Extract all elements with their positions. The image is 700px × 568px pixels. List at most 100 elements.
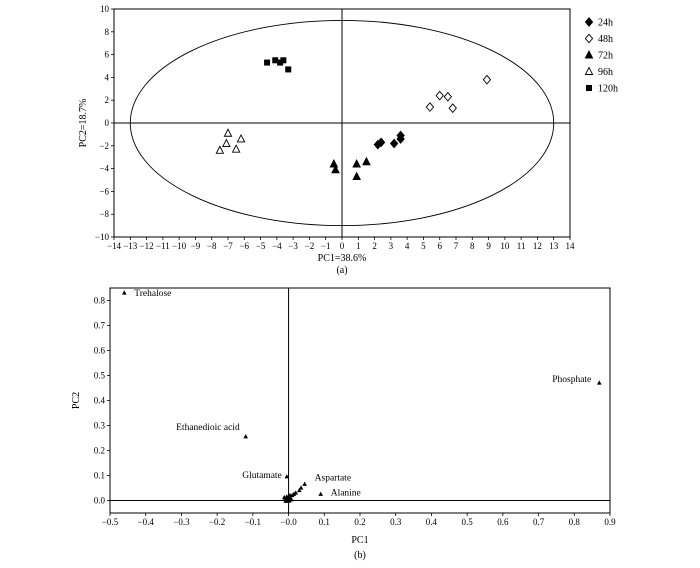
chart-b-point-aspartate: [302, 481, 307, 486]
chart-a-xtick-label: −4: [272, 241, 282, 251]
chart-b-xtick-label: 0.1: [319, 517, 330, 527]
chart-b-xtick-label: 0.2: [354, 517, 365, 527]
legend-marker-48h: [584, 33, 594, 44]
chart-b-cluster-point: [296, 487, 302, 493]
chart-a-point-120h: [280, 57, 287, 64]
chart-a-ytick-label: 4: [105, 72, 110, 82]
chart-a-xtick-label: 2: [372, 241, 377, 251]
chart-b-point-label: Ethanedioic acid: [176, 423, 240, 433]
chart-b-xtick-label: −0.0: [280, 517, 297, 527]
chart-b-point-label: Aspartate: [315, 473, 351, 483]
chart-a-point-24h: [376, 137, 386, 148]
chart-a-xtick-label: −5: [256, 241, 266, 251]
chart-a-xtick-label: −10: [172, 241, 187, 251]
legend-marker-24h: [584, 17, 594, 27]
chart-a-xtick-label: 10: [500, 241, 510, 251]
legend-marker-72h: [584, 50, 594, 59]
chart-b-xtick-label: 0.3: [390, 517, 402, 527]
chart-a-point-48h: [443, 91, 453, 102]
chart-b-cluster-point: [287, 492, 293, 498]
chart-b-ytick-label: 0.0: [94, 496, 106, 506]
chart-b-cluster-point: [289, 497, 294, 502]
chart-a-xtick-label: −7: [223, 241, 233, 251]
chart-a-pca-scores: −14 −13 −12 −11 −10 −9 −8 −7 −6 −5 −4 −3 −2 −1 0 1 2 3 4 5 6…: [78, 4, 575, 276]
chart-b-xtick-label: 0.7: [533, 517, 545, 527]
chart-a-xtick-label: −1: [321, 241, 331, 251]
chart-a-point-120h: [272, 57, 279, 64]
chart-a-point-96h: [222, 138, 231, 147]
chart-a-ytick-label: −8: [99, 209, 109, 219]
chart-a-xtick-label: 8: [470, 241, 475, 251]
chart-a-point-48h: [448, 103, 457, 114]
chart-a-xtick-label: 6: [437, 241, 442, 251]
chart-b-xtick-label: −0.1: [245, 517, 261, 527]
chart-a-point-120h: [277, 59, 284, 66]
chart-a-xtick-label: −2: [305, 241, 315, 251]
chart-b-xtick-label: −0.2: [209, 517, 225, 527]
chart-a-ytick-label: −6: [99, 186, 109, 196]
chart-a-xtick-label: −14: [107, 241, 122, 251]
chart-a-xtick-label: 3: [389, 241, 394, 251]
chart-a-point-72h: [352, 171, 361, 181]
chart-a-point-72h: [329, 159, 339, 168]
chart-a-point-72h: [362, 156, 371, 166]
chart-b-plot-frame: [109, 287, 611, 514]
legend-label-48h: 48h: [598, 34, 613, 45]
chart-b-ytick-label: 0.3: [94, 421, 106, 431]
chart-b-xtick-label: 0.5: [462, 517, 474, 527]
chart-b-ytick-label: 0.2: [94, 446, 105, 456]
chart-a-xtick-label: −9: [191, 241, 201, 251]
chart-a-ytick-label: 0: [105, 118, 110, 128]
chart-b-point-label: Trehalose: [134, 289, 171, 299]
chart-a-ytick-label: −10: [95, 232, 110, 242]
chart-a-ytick-label: 2: [105, 95, 110, 105]
chart-b-cluster-point: [293, 490, 299, 495]
legend-label-24h: 24h: [598, 18, 613, 29]
chart-a-caption: (a): [336, 265, 347, 276]
chart-a-xtick-label: 5: [421, 241, 426, 251]
chart-a-xtick-label: 11: [517, 241, 526, 251]
chart-b-pca-loadings: −0.5 −0.4 −0.3 −0.2 −0.1 −0.0 0.1 0.2 0.3 0.4 0.5 0…: [71, 287, 616, 561]
chart-a-xtick-label: 7: [454, 241, 459, 251]
chart-a-xtick-label: −3: [288, 241, 298, 251]
chart-b-point-trehalose: [121, 290, 127, 295]
chart-b-ytick-label: 0.4: [94, 396, 106, 406]
chart-a-xtick-label: 9: [486, 241, 491, 251]
chart-a-xtick-label: 4: [405, 241, 410, 251]
chart-a-xtick-label: −8: [207, 241, 217, 251]
chart-a-ylabel: PC2=18.7%: [78, 99, 89, 148]
chart-a-ytick-label: 6: [105, 50, 110, 60]
chart-b-ytick-label: 0.7: [94, 321, 106, 331]
chart-a-point-96h: [236, 133, 246, 143]
chart-b-point-label: Phosphate: [552, 375, 591, 385]
chart-a-xtick-label: 1: [356, 241, 361, 251]
chart-b-xtick-label: −0.5: [102, 517, 119, 527]
chart-b-xtick-label: 0.8: [569, 517, 581, 527]
chart-a-point-96h: [231, 144, 241, 153]
chart-b-point-ethanedioic-acid: [243, 434, 249, 439]
chart-b-ytick-label: 0.8: [94, 296, 106, 306]
chart-b-xlabel: PC1: [351, 535, 368, 546]
legend-label-120h: 120h: [598, 84, 618, 95]
chart-a-point-96h: [215, 145, 225, 154]
chart-a-xtick-label: −6: [239, 241, 249, 251]
chart-b-caption: (b): [354, 550, 366, 561]
chart-a-xtick-label: 13: [549, 241, 559, 251]
chart-a-point-24h: [389, 138, 399, 149]
chart-b-point-label: Glutamate: [242, 471, 282, 481]
chart-a-legend: 24h 48h 72h 96h 120h: [584, 17, 618, 95]
chart-b-xtick-label: −0.3: [173, 517, 190, 527]
chart-b-xtick-label: 0.6: [497, 517, 509, 527]
chart-a-xlabel: PC1=38.6%: [318, 253, 367, 264]
chart-a-ytick-label: −2: [99, 141, 109, 151]
chart-a-xtick-label: −11: [156, 241, 170, 251]
chart-b-xtick-label: 0.4: [426, 517, 438, 527]
chart-a-point-24h: [396, 130, 405, 141]
chart-b-cluster-point: [298, 485, 304, 490]
chart-a-ytick-label: 10: [100, 4, 110, 14]
chart-a-xtick-label: −12: [140, 241, 154, 251]
chart-a-xtick-label: 14: [566, 241, 576, 251]
chart-a-ytick-label: 8: [105, 27, 110, 37]
chart-b-ytick-label: 0.5: [94, 371, 106, 381]
chart-b-xtick-label: 0.9: [604, 517, 616, 527]
